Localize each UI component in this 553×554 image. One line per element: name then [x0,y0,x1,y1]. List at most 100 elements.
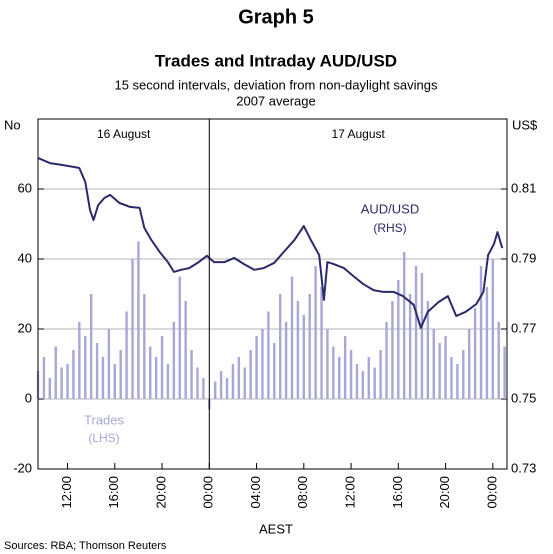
series-label: (RHS) [373,221,406,235]
bar [166,364,170,399]
series-label: Trades [84,412,124,427]
bar [373,367,376,399]
bar [414,266,418,399]
y-axis-label: No [4,117,21,132]
bar [432,329,435,399]
x-tick-label: 00:00 [201,476,216,509]
bar [302,315,306,399]
bar [178,276,181,399]
bar [143,294,146,399]
bar [397,280,400,399]
bar [261,329,264,399]
bar [326,329,329,399]
bar [320,287,323,399]
bar [467,329,471,399]
bar [408,294,412,399]
bar [438,343,441,399]
bar [308,294,311,399]
y-tick-label: 0 [25,390,32,405]
bar [420,273,424,399]
x-tick-label: 12:00 [59,476,74,509]
bar [149,346,152,399]
bar [243,367,246,399]
y2-tick-label: 0.79 [511,250,536,265]
y-tick-label: 60 [18,180,32,195]
chart-title: Trades and Intraday AUD/USD [155,51,397,70]
bar [225,378,229,399]
bar [278,294,282,399]
bar [72,350,75,399]
bar [479,266,483,399]
bar [273,343,276,399]
bar [361,371,365,399]
bar [284,322,288,399]
x-tick-label: 00:00 [484,476,499,509]
bar [314,266,317,399]
bar [367,357,370,399]
bar [190,350,193,399]
bar [119,350,122,399]
bar [462,350,465,399]
series-label: AUD/USD [361,201,420,216]
bar [473,308,477,399]
bar [403,252,406,399]
bar [267,311,270,399]
bar [101,357,105,399]
bar [343,336,347,399]
x-tick-label: 20:00 [437,476,452,509]
bar [214,381,217,399]
bar [54,346,57,399]
bar [391,301,394,399]
subtitle: 15 second intervals, deviation from non-… [114,77,438,92]
graph-number: Graph 5 [238,6,314,28]
x-tick-label: 12:00 [342,476,357,509]
bar [379,350,382,399]
bar [113,364,116,399]
bar [503,346,506,399]
bar [60,367,63,399]
y2-tick-label: 0.81 [511,180,536,195]
bar [355,364,359,399]
bar [137,241,140,399]
bar [89,294,93,399]
x-tick-label: 20:00 [153,476,168,509]
series-label: (LHS) [88,431,119,445]
bar [349,350,353,399]
x-tick-label: 16:00 [106,476,121,509]
bar [290,276,294,399]
bar [255,336,258,399]
y2-tick-label: 0.77 [511,320,536,335]
bar [231,364,235,399]
bar [107,329,111,399]
period-label: 16 August [97,127,151,141]
line [37,156,504,329]
bar [78,322,81,399]
bar [125,311,128,399]
bar [202,378,205,399]
bar [48,378,52,399]
bar [237,357,241,399]
bar [42,357,46,399]
bar [385,322,388,399]
x-tick-label: 08:00 [295,476,310,509]
period-label: 17 August [331,127,385,141]
bar [249,350,252,399]
bar [450,357,453,399]
x-tick-label: 16:00 [390,476,405,509]
bar [338,357,341,399]
plot-frame [37,118,508,470]
bar [154,357,158,399]
bar [219,371,223,399]
bar [444,336,447,399]
bar [497,322,500,399]
y2-tick-label: 0.73 [511,460,536,475]
bar [66,364,69,399]
y2-axis-label: US$ [512,117,538,132]
y2-tick-label: 0.75 [511,390,536,405]
bar [332,346,335,399]
bar [491,259,495,399]
bar [172,322,176,399]
x-axis-label: AEST [259,521,293,536]
bar [131,259,134,399]
bar [84,336,87,399]
